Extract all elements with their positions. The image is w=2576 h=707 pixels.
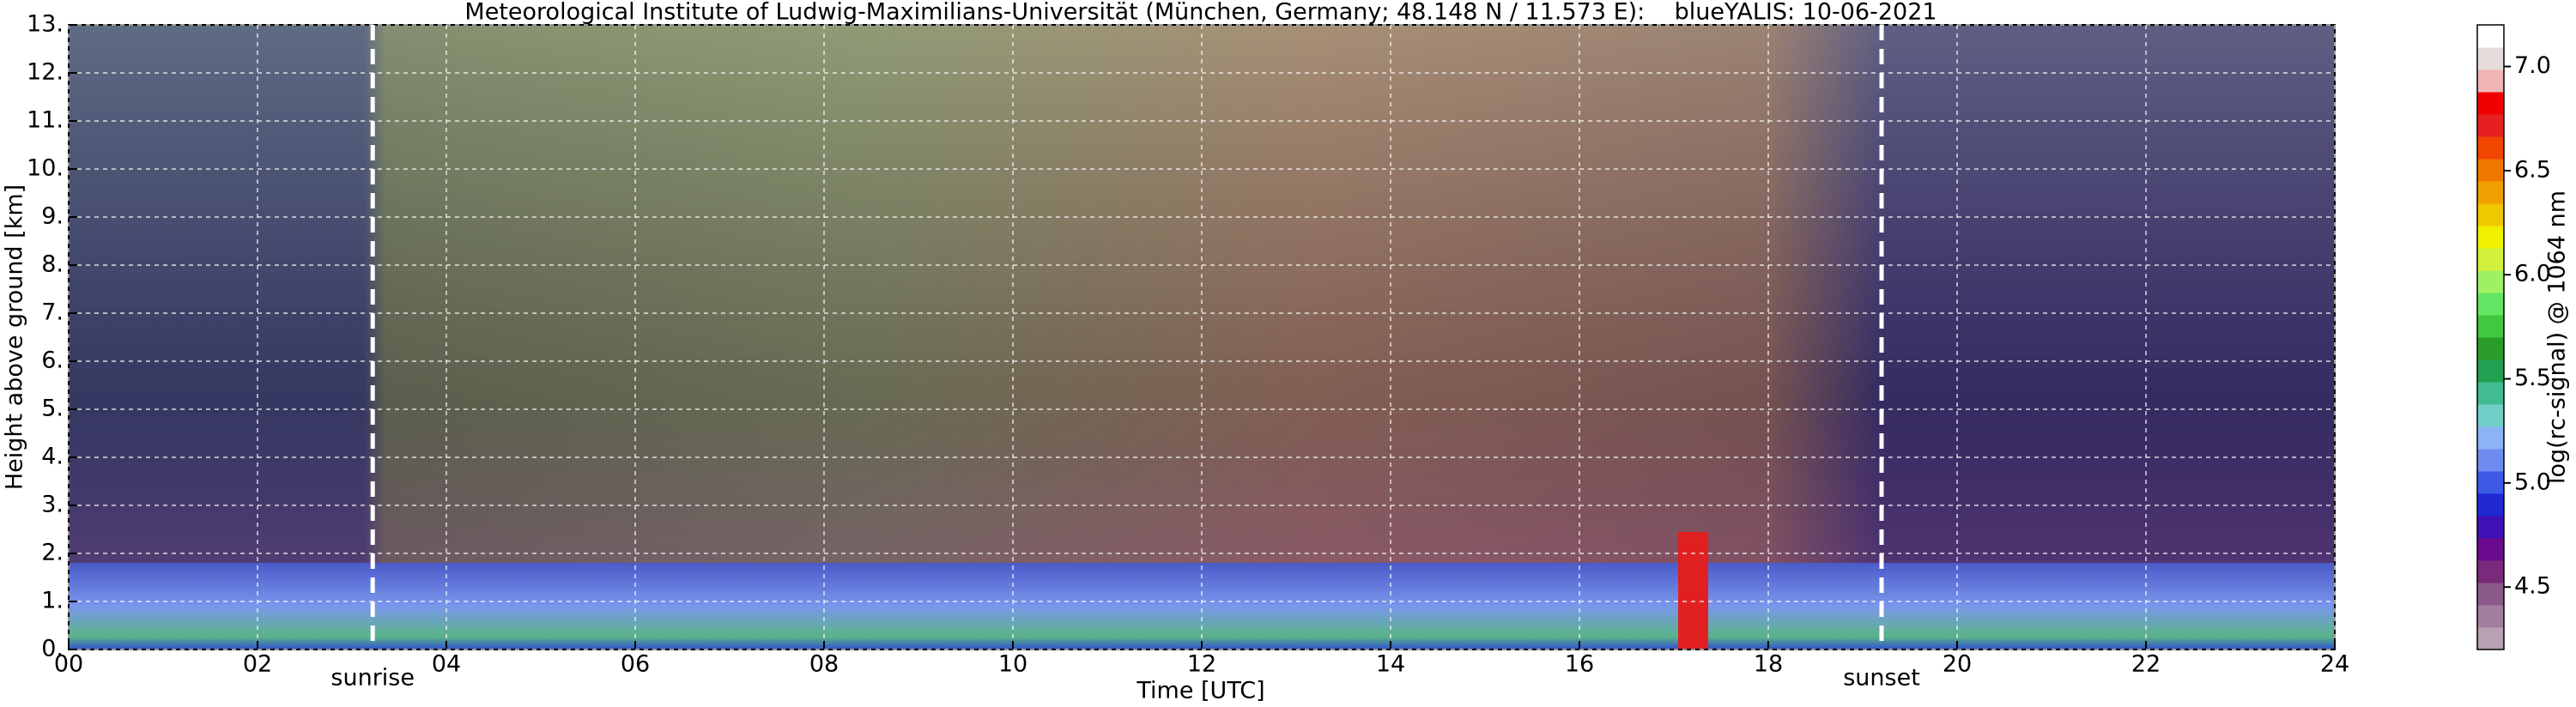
colorbar-segment	[2477, 449, 2504, 472]
annotation-label: sunset	[1843, 665, 1920, 692]
colorbar-segment	[2477, 627, 2504, 650]
colorbar-segment	[2477, 471, 2504, 494]
y-tick-label: 1.	[41, 588, 64, 614]
chart-title: Meteorological Institute of Ludwig-Maxim…	[464, 0, 1937, 26]
y-tick-label: 9.	[41, 203, 64, 230]
colorbar-segment	[2477, 382, 2504, 405]
y-tick-label: 0.	[41, 636, 64, 662]
colorbar-segment	[2477, 25, 2504, 48]
x-tick-label: 02	[243, 651, 272, 678]
x-tick-label: 24	[2320, 651, 2349, 678]
colorbar-segment	[2477, 404, 2504, 427]
colorbar-segment	[2477, 203, 2504, 227]
colorbar-segment	[2477, 538, 2504, 561]
colorbar-tick-label: 5.0	[2514, 468, 2551, 495]
colorbar-segment	[2477, 69, 2504, 93]
x-tick-label: 18	[1754, 651, 1783, 678]
y-tick-label: 13.	[27, 11, 64, 38]
x-tick-label: 22	[2131, 651, 2161, 678]
colorbar-tick-label: 6.0	[2514, 261, 2551, 287]
y-tick-label: 3.	[41, 492, 64, 518]
x-tick-label: 10	[998, 651, 1027, 678]
x-tick-label: 16	[1565, 651, 1594, 678]
colorbar-segment	[2477, 114, 2504, 137]
y-axis-label: Height above ground [km]	[2, 184, 28, 490]
colorbar-segment	[2477, 47, 2504, 70]
colorbar-segment	[2477, 426, 2504, 450]
colorbar-segment	[2477, 493, 2504, 517]
colorbar-tick-label: 4.5	[2514, 573, 2551, 600]
x-tick-label: 12	[1187, 651, 1216, 678]
colorbar-segment	[2477, 181, 2504, 204]
y-tick-label: 5.	[41, 396, 64, 422]
x-tick-label: 08	[809, 651, 839, 678]
colorbar-segment	[2477, 337, 2504, 360]
colorbar-segment	[2477, 315, 2504, 338]
y-tick-label: 10.	[27, 155, 64, 182]
y-tick-label: 6.	[41, 347, 64, 374]
colorbar-tick-label: 7.0	[2514, 52, 2551, 79]
x-tick-label: 20	[1943, 651, 1972, 678]
y-tick-label: 11.	[27, 107, 64, 134]
x-tick-label: 04	[432, 651, 461, 678]
colorbar-segment	[2477, 92, 2504, 115]
colorbar-segment	[2477, 226, 2504, 249]
colorbar-segment	[2477, 136, 2504, 160]
colorbar-label: log(rc-signal) @ 1064 nm	[2544, 190, 2571, 484]
colorbar-tick-label: 5.5	[2514, 365, 2551, 391]
y-tick-label: 7.	[41, 299, 64, 326]
colorbar-segment	[2477, 516, 2504, 539]
colorbar-segment	[2477, 560, 2504, 583]
colorbar-segment	[2477, 360, 2504, 383]
colorbar-segment	[2477, 248, 2504, 271]
y-tick-label: 12.	[27, 59, 64, 86]
colorbar-segment	[2477, 270, 2504, 293]
x-tick-label: 14	[1376, 651, 1405, 678]
x-tick-label: 00	[54, 651, 83, 678]
annotation-label: sunrise	[330, 665, 415, 692]
colorbar-segment	[2477, 605, 2504, 628]
x-axis-label: Time [UTC]	[1136, 678, 1264, 704]
y-tick-label: 4.	[41, 444, 64, 470]
y-tick-label: 2.	[41, 540, 64, 566]
x-tick-label: 06	[621, 651, 650, 678]
colorbar-segment	[2477, 293, 2504, 316]
colorbar-tick-label: 6.5	[2514, 156, 2551, 183]
colorbar-frame	[2476, 24, 2505, 650]
colorbar-segment	[2477, 583, 2504, 606]
colorbar-segment	[2477, 159, 2504, 182]
y-tick-label: 8.	[41, 251, 64, 278]
